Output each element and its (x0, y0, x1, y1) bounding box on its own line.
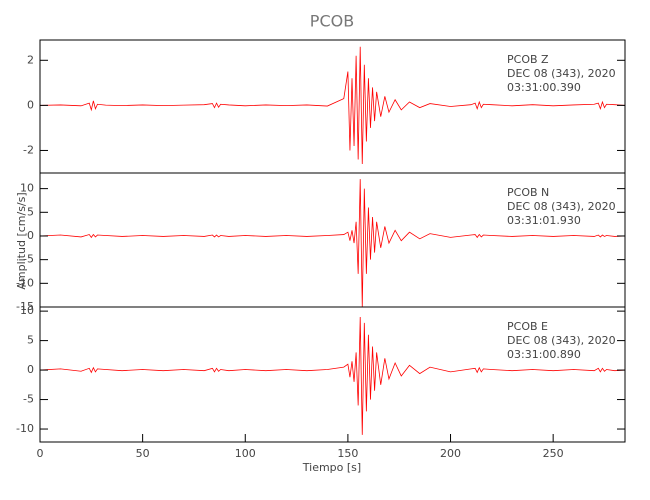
waveform (39, 317, 626, 435)
annotation: DEC 08 (343), 2020 (507, 334, 616, 347)
x-tick-label: 50 (136, 447, 150, 460)
y-tick-label: -2 (23, 143, 34, 156)
y-tick-label: 10 (20, 304, 34, 317)
annotation: DEC 08 (343), 2020 (507, 67, 616, 80)
y-tick-label: -10 (16, 276, 34, 289)
y-tick-label: 10 (20, 182, 34, 195)
y-tick-label: 5 (27, 205, 34, 218)
y-tick-label: 0 (27, 229, 34, 242)
annotation: PCOB Z (507, 53, 549, 66)
annotation: DEC 08 (343), 2020 (507, 200, 616, 213)
x-tick-label: 250 (543, 447, 564, 460)
waveform (39, 46, 626, 164)
y-tick-label: -5 (23, 393, 34, 406)
annotation: PCOB N (507, 186, 549, 199)
waveform (39, 179, 626, 308)
panel-frame (39, 306, 626, 443)
annotation: 03:31:01.930 (507, 214, 581, 227)
y-tick-label: 0 (27, 98, 34, 111)
x-axis-label: Tiempo [s] (302, 461, 361, 474)
y-tick-label: -15 (16, 300, 34, 313)
annotation: 03:31:00.390 (507, 81, 581, 94)
y-axis-label: Amplitud [cm/s/s] (15, 192, 28, 289)
y-tick-label: 5 (27, 334, 34, 347)
y-tick-label: 2 (27, 53, 34, 66)
y-tick-label: 0 (27, 363, 34, 376)
annotation: PCOB E (507, 320, 548, 333)
y-tick-label: -10 (16, 422, 34, 435)
x-tick-label: 100 (235, 447, 256, 460)
x-tick-label: 0 (37, 447, 44, 460)
x-tick-label: 200 (440, 447, 461, 460)
chart-title: PCOB (310, 12, 354, 31)
x-tick-label: 150 (337, 447, 358, 460)
y-tick-label: -5 (23, 253, 34, 266)
annotation: 03:31:00.890 (507, 348, 581, 361)
